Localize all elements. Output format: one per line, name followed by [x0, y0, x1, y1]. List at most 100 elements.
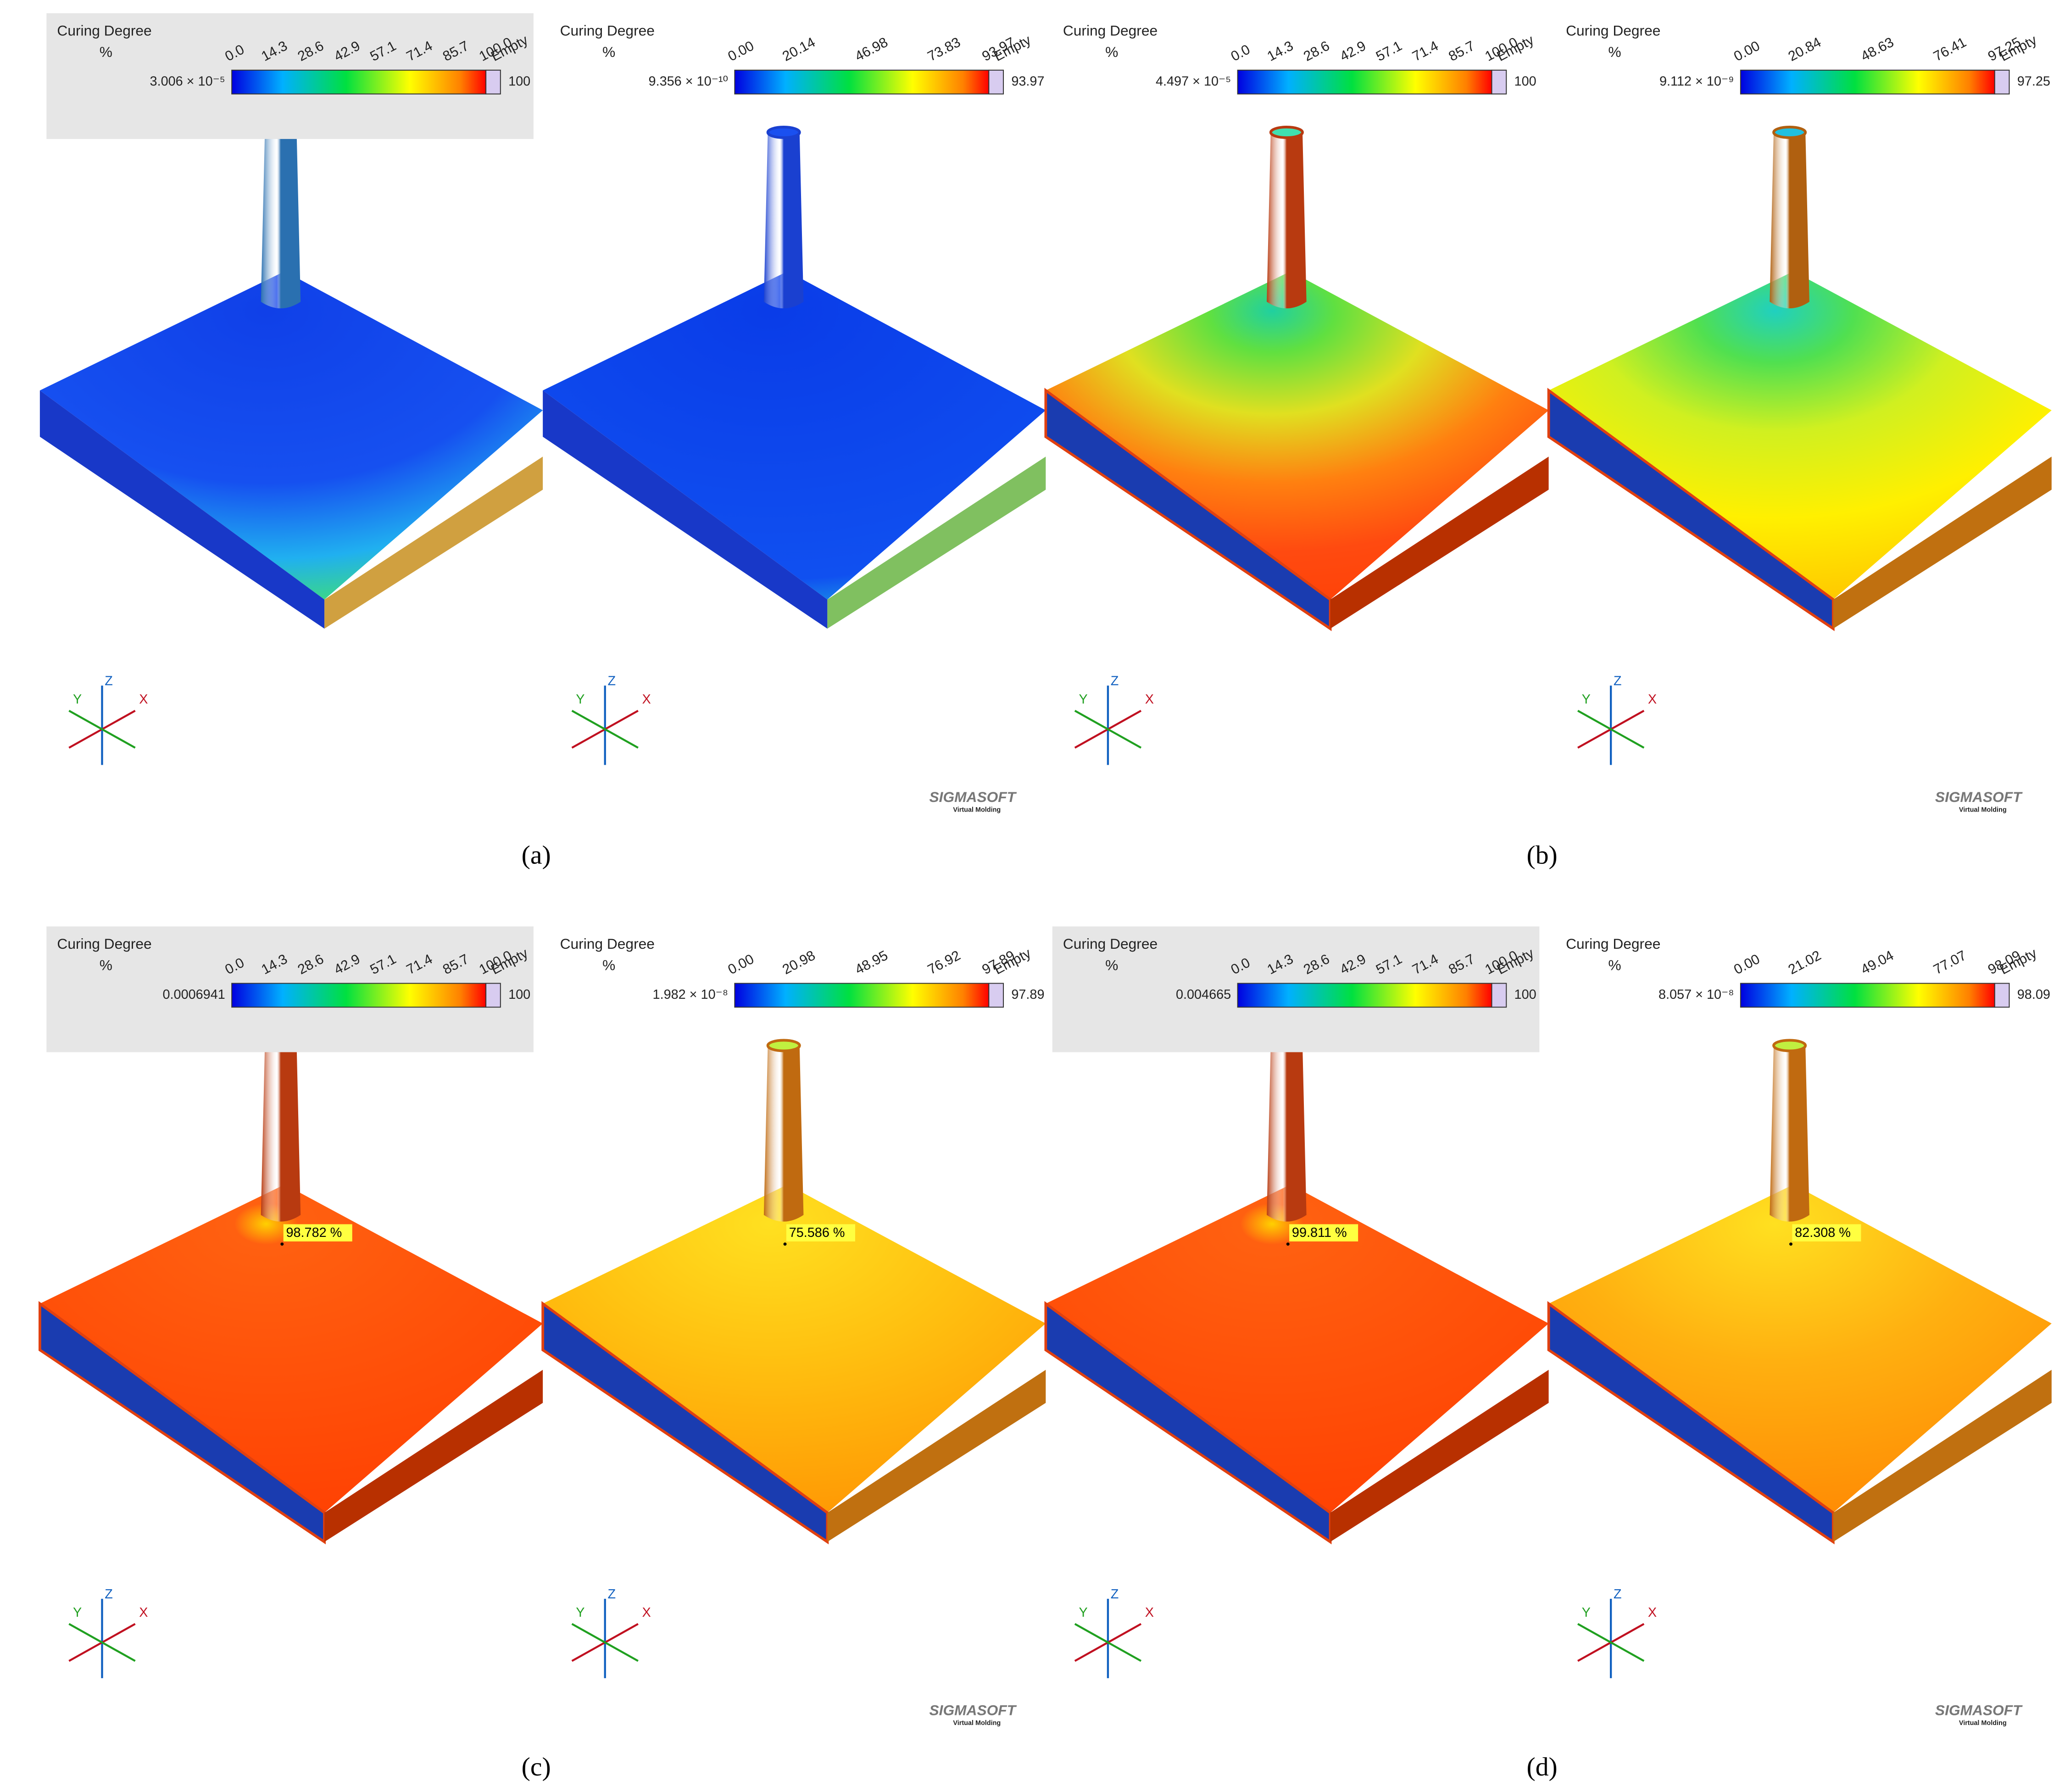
panel: Curing Degree%8.057 × 10⁻⁸ 98.090.00 21.02… — [1547, 935, 2052, 1727]
empty-swatch — [485, 69, 501, 95]
axis-label: X — [642, 1605, 651, 1620]
axis-label: Y — [1582, 692, 1591, 707]
axis-label: Y — [1079, 1605, 1087, 1620]
logo-tagline: Virtual Molding — [953, 806, 1001, 813]
plate-top — [1548, 1184, 2052, 1513]
panel: Curing Degree%9.356 × 10⁻¹⁰ 93.970.00 20.1… — [543, 22, 1046, 813]
colorbar — [734, 69, 990, 95]
probe-label: 99.811 % — [1292, 1225, 1347, 1240]
probe-label: 75.586 % — [789, 1225, 845, 1240]
legend-unit: % — [1608, 44, 1621, 60]
colorbar — [734, 983, 990, 1008]
nozzle — [1770, 1045, 1809, 1222]
empty-swatch — [1994, 983, 2010, 1008]
legend-max: 97.25 — [2017, 74, 2050, 89]
logo: SIGMASOFT — [1935, 789, 2023, 805]
legend-min: 1.982 × 10⁻⁸ — [653, 987, 728, 1002]
nozzle-top — [1772, 1039, 1807, 1052]
nozzle — [763, 132, 804, 309]
empty-swatch — [485, 983, 501, 1008]
nozzle — [763, 1045, 804, 1222]
axis-y — [1577, 1623, 1645, 1662]
legend-max: 93.97 — [1011, 74, 1044, 89]
empty-swatch — [1491, 69, 1507, 95]
axis-label: Z — [1111, 1587, 1119, 1602]
legend-title: Curing Degree — [57, 22, 151, 39]
legend-unit: % — [100, 44, 112, 60]
nozzle-top — [766, 1039, 801, 1052]
empty-swatch — [1994, 69, 2010, 95]
axis-y — [1074, 710, 1142, 749]
axis-label: Z — [607, 673, 616, 688]
legend-unit: % — [602, 44, 615, 60]
subfigure-label: (a) — [522, 841, 551, 870]
colorbar — [1740, 69, 1995, 95]
plate-left-face — [39, 390, 325, 629]
subfigure-label: (b) — [1527, 841, 1558, 870]
legend-unit: % — [1105, 44, 1118, 60]
axis-y — [571, 710, 639, 749]
legend-max: 100 — [1514, 74, 1536, 89]
legend-min: 0.0006941 — [162, 987, 225, 1002]
legend-max: 100 — [508, 987, 530, 1002]
plate-left-face — [1044, 1301, 1332, 1545]
plate-left-face — [1547, 388, 1835, 631]
legend-max: 98.09 — [2017, 987, 2050, 1002]
plate-right-face — [324, 456, 543, 629]
legend-min: 3.006 × 10⁻⁵ — [150, 74, 225, 89]
legend-max: 97.89 — [1011, 987, 1044, 1002]
panel: Curing Degree%1.982 × 10⁻⁸ 97.890.00 20.98… — [541, 935, 1046, 1727]
axis-label: X — [1648, 692, 1657, 707]
plate-right-face — [1833, 1369, 2052, 1542]
axis-y — [68, 1623, 136, 1662]
subfigure-label: (c) — [522, 1753, 551, 1781]
plate-right-face — [324, 1369, 543, 1542]
legend-min: 4.497 × 10⁻⁵ — [1156, 74, 1231, 89]
axis-label: Z — [105, 1587, 113, 1602]
logo-tagline: Virtual Molding — [1959, 1720, 2007, 1727]
axis-label: X — [1648, 1605, 1657, 1620]
legend-max: 100 — [1514, 987, 1536, 1002]
legend-min: 8.057 × 10⁻⁸ — [1659, 987, 1734, 1002]
axis-label: X — [1145, 692, 1154, 707]
colorbar — [1237, 983, 1492, 1008]
axis-label: Z — [1614, 1587, 1622, 1602]
axis-label: Z — [105, 673, 113, 688]
axis-label: X — [642, 692, 651, 707]
plate-top — [39, 271, 543, 600]
legend-unit: % — [1608, 957, 1621, 973]
plate-top — [1548, 271, 2052, 600]
probe-point — [1286, 1242, 1290, 1246]
probe-label: 82.308 % — [1795, 1225, 1851, 1240]
nozzle-top — [1269, 126, 1304, 139]
probe-point — [783, 1242, 787, 1246]
plate-right-face — [1330, 1369, 1549, 1542]
legend-min: 9.356 × 10⁻¹⁰ — [649, 74, 728, 89]
panel: Curing Degree%9.112 × 10⁻⁹ 97.250.00 20.84… — [1547, 22, 2052, 813]
nozzle-top — [766, 126, 801, 139]
axis-label: Y — [1079, 692, 1087, 707]
legend-unit: % — [602, 957, 615, 973]
logo-tagline: Virtual Molding — [1959, 806, 2007, 813]
logo: SIGMASOFT — [1935, 1702, 2023, 1718]
axis-label: Y — [576, 692, 584, 707]
axis-label: Y — [1582, 1605, 1591, 1620]
axis-label: Y — [73, 692, 82, 707]
logo-tagline: Virtual Molding — [953, 1720, 1001, 1727]
legend-min: 0.004665 — [1176, 987, 1231, 1002]
axis-label: Z — [607, 1587, 616, 1602]
nozzle — [261, 1045, 301, 1222]
legend-max: 100 — [508, 74, 530, 89]
plate-top — [39, 1184, 543, 1513]
plate-left-face — [1044, 388, 1332, 631]
logo: SIGMASOFT — [929, 789, 1017, 805]
axis-label: Z — [1111, 673, 1119, 688]
probe-label-bg — [1792, 1224, 1861, 1241]
probe-label: 98.782 % — [286, 1225, 342, 1240]
legend-min: 9.112 × 10⁻⁹ — [1659, 74, 1734, 89]
probe-label-bg — [1289, 1224, 1358, 1241]
